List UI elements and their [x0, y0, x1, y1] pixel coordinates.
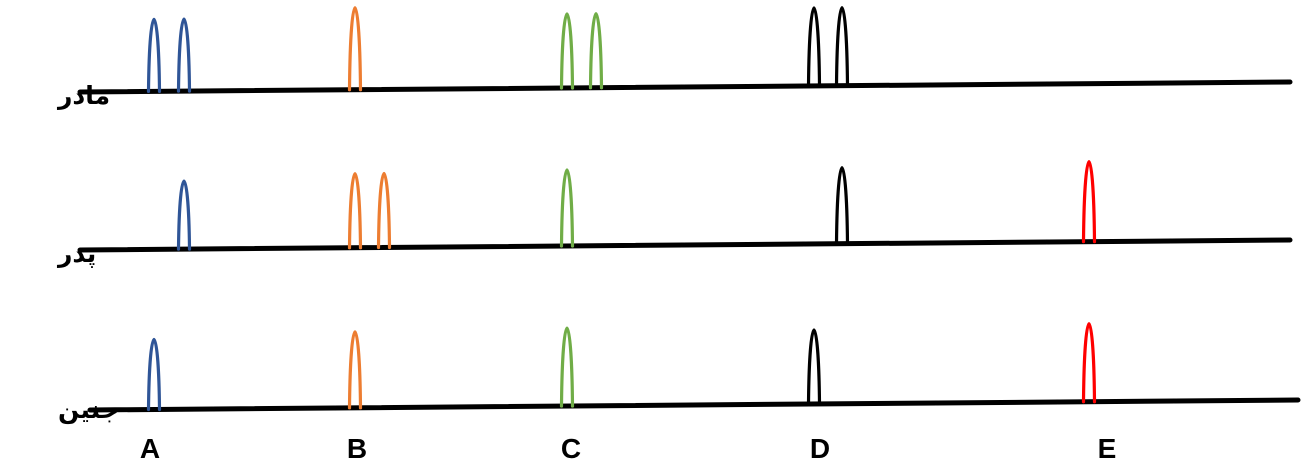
sample-row: جنین [58, 322, 1301, 425]
peak-a [146, 337, 162, 412]
peak-c [559, 12, 575, 90]
marker-label-e: E [1098, 433, 1117, 464]
peak-c [588, 12, 604, 90]
peak-d [834, 6, 850, 88]
peak-d [806, 6, 822, 88]
peak-b [376, 171, 392, 250]
row-label: پدر [56, 239, 96, 268]
peak-b [347, 172, 363, 250]
peak-c [559, 326, 575, 408]
row-label: مادر [56, 81, 110, 110]
marker-labels: A B C D E [140, 433, 1116, 464]
peak-b [347, 330, 363, 410]
rows-layer: مادر پدر جنین [56, 6, 1301, 425]
peak-a [176, 179, 192, 251]
baseline [77, 237, 1293, 253]
marker-label-b: B [347, 433, 367, 464]
peak-b [347, 6, 363, 92]
sample-row: مادر [56, 6, 1293, 110]
sample-row: پدر [56, 160, 1293, 268]
row-label: جنین [58, 395, 119, 425]
marker-label-a: A [140, 433, 160, 464]
marker-label-d: D [810, 433, 830, 464]
peak-c [559, 168, 575, 248]
marker-label-c: C [561, 433, 581, 464]
peak-e [1081, 160, 1097, 244]
peak-a [176, 17, 192, 93]
peak-a [146, 17, 162, 93]
baseline [87, 397, 1301, 413]
peak-d [834, 166, 850, 246]
peak-d [806, 328, 822, 406]
baseline [77, 79, 1293, 95]
peak-e [1081, 322, 1097, 404]
